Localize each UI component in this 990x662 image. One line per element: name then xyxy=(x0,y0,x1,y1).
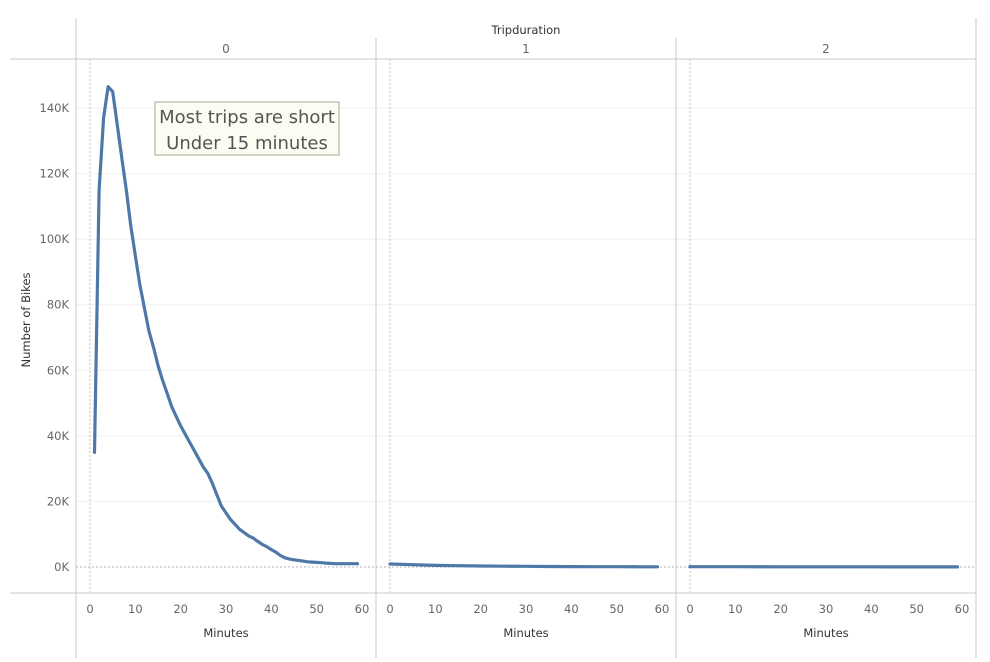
x-tick-label: 50 xyxy=(909,602,924,616)
annotation-text: Most trips are short xyxy=(159,107,335,128)
x-tick-label: 10 xyxy=(128,602,143,616)
y-tick-label: 80K xyxy=(47,298,70,312)
x-tick-label: 30 xyxy=(219,602,234,616)
x-axis-title: Minutes xyxy=(503,626,548,640)
x-tick-label: 30 xyxy=(519,602,534,616)
x-tick-label: 0 xyxy=(386,602,393,616)
series-line xyxy=(390,564,658,567)
x-tick-label: 40 xyxy=(264,602,279,616)
y-tick-label: 100K xyxy=(40,232,70,246)
x-tick-label: 60 xyxy=(955,602,970,616)
series-line xyxy=(95,87,358,564)
y-tick-label: 20K xyxy=(47,494,70,508)
x-tick-label: 50 xyxy=(309,602,324,616)
x-axis-title: Minutes xyxy=(803,626,848,640)
x-tick-label: 30 xyxy=(819,602,834,616)
pane-header: 1 xyxy=(522,42,530,56)
y-tick-label: 40K xyxy=(47,429,70,443)
x-axis-title: Minutes xyxy=(203,626,248,640)
x-tick-label: 40 xyxy=(864,602,879,616)
x-tick-label: 60 xyxy=(355,602,370,616)
y-tick-label: 120K xyxy=(40,167,70,181)
x-tick-label: 20 xyxy=(173,602,188,616)
y-axis-title: Number of Bikes xyxy=(19,272,33,367)
y-tick-label: 140K xyxy=(40,101,70,115)
annotation-text: Under 15 minutes xyxy=(166,133,328,154)
facet-title: Tripduration xyxy=(491,23,561,37)
pane-header: 0 xyxy=(222,42,230,56)
x-tick-label: 0 xyxy=(86,602,93,616)
x-tick-label: 10 xyxy=(728,602,743,616)
x-tick-label: 50 xyxy=(609,602,624,616)
y-tick-label: 0K xyxy=(54,560,69,574)
x-tick-label: 20 xyxy=(473,602,488,616)
pane-header: 2 xyxy=(822,42,830,56)
x-tick-label: 0 xyxy=(686,602,693,616)
x-tick-label: 40 xyxy=(564,602,579,616)
x-tick-label: 60 xyxy=(655,602,670,616)
x-tick-label: 10 xyxy=(428,602,443,616)
x-tick-label: 20 xyxy=(773,602,788,616)
y-tick-label: 60K xyxy=(47,363,70,377)
